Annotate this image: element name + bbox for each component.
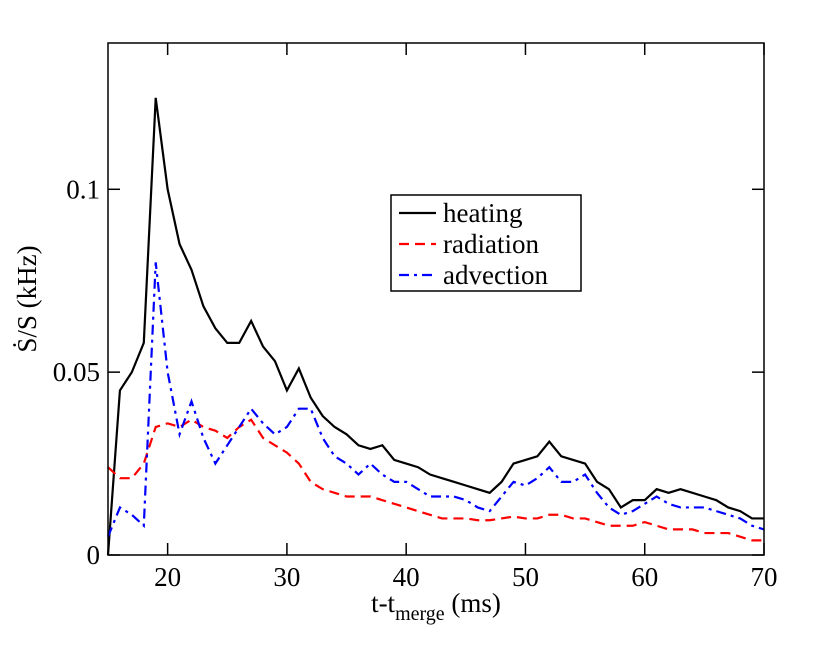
series-line: [107, 418, 764, 542]
x-tick-label: 40: [393, 562, 420, 592]
x-tick-label: 50: [512, 562, 539, 592]
x-label-text: t-t: [371, 588, 395, 618]
plot-frame: [107, 42, 765, 556]
x-tick-label: 20: [154, 562, 181, 592]
series-line: [106, 97, 764, 556]
y-axis-label: Ṡ/S (kHz): [12, 245, 42, 352]
y-tick-label: 0: [87, 540, 101, 570]
legend-label: advection: [443, 260, 548, 290]
x-label-suffix: (ms): [445, 588, 501, 618]
legend-label: radiation: [443, 229, 539, 259]
x-tick-label: 70: [751, 562, 778, 592]
x-label-subscript: merge: [395, 603, 445, 625]
x-tick-label: 30: [273, 562, 300, 592]
x-tick-label: 60: [631, 562, 658, 592]
series-line: [106, 262, 765, 538]
x-axis-label: t-tmerge (ms): [371, 588, 501, 625]
y-tick-label: 0.1: [66, 174, 100, 204]
legend-label: heating: [443, 198, 522, 228]
y-tick-label: 0.05: [53, 357, 100, 387]
